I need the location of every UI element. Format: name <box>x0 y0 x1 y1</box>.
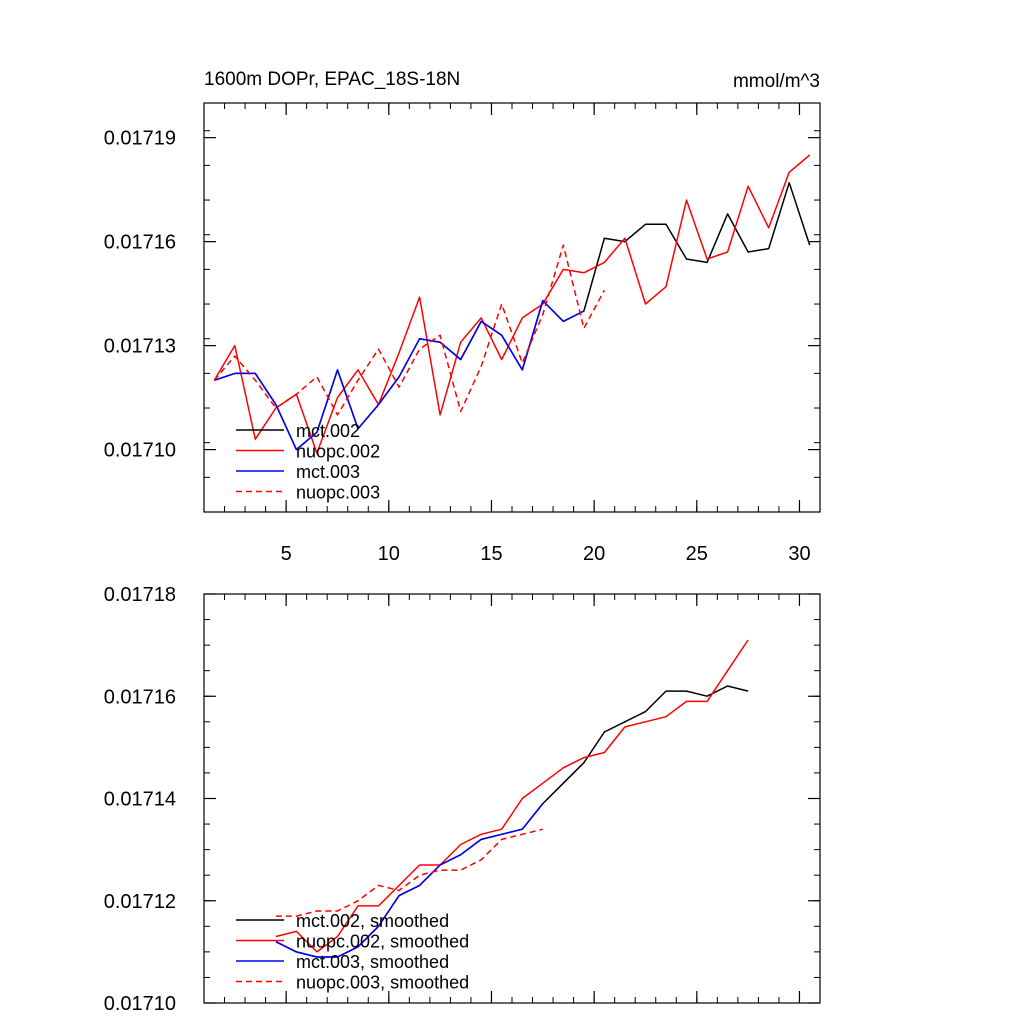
y-tick-label: 0.01712 <box>104 891 176 913</box>
series-line-nuopc-003 <box>213 244 606 416</box>
legend-label: nuopc.003, smoothed <box>296 973 469 993</box>
chart-title: 1600m DOPr, EPAC_18S-18N <box>204 69 460 90</box>
legend-label: mct.003 <box>296 462 360 482</box>
legend-label: mct.002 <box>296 421 360 441</box>
top-panel: 0.01710 0.01713 0.01716 0.01719 5 10 15 20 25 30 m… <box>104 102 821 565</box>
series-line-mct-002 <box>214 181 811 451</box>
y-tick-label: 0.01718 <box>104 584 176 606</box>
legend-label: nuopc.002, smoothed <box>296 932 469 952</box>
y-tick-label: 0.01716 <box>104 232 176 254</box>
y-tick-label: 0.01719 <box>104 128 176 150</box>
legend-label: nuopc.003 <box>296 483 380 503</box>
x-tick-label: 10 <box>378 543 400 565</box>
x-tick-label: 20 <box>583 543 605 565</box>
legend-label: nuopc.002 <box>296 442 380 462</box>
series-line-nuopc-002 <box>213 154 811 454</box>
x-tick-label: 30 <box>788 543 810 565</box>
series-line-nuopc-002-smoothed <box>275 639 749 953</box>
legend-label: mct.002, smoothed <box>296 911 449 931</box>
y-tick-label: 0.01716 <box>104 686 176 708</box>
y-tick-label: 0.01710 <box>104 993 176 1015</box>
units-label: mmol/m^3 <box>733 71 820 92</box>
series-line-nuopc-003-smoothed <box>275 828 543 917</box>
x-tick-label: 5 <box>281 543 292 565</box>
series-line-mct-003-smoothed <box>275 803 544 958</box>
series-line-mct-003 <box>214 299 585 451</box>
y-tick-label: 0.01713 <box>104 336 176 358</box>
y-tick-label: 0.01714 <box>104 789 176 811</box>
legend-label: mct.003, smoothed <box>296 952 449 972</box>
x-tick-label: 25 <box>686 543 708 565</box>
x-tick-label: 15 <box>480 543 502 565</box>
y-tick-label: 0.01710 <box>104 440 176 462</box>
bottom-panel: 0.01710 0.01712 0.01714 0.01716 0.01718 mct.0… <box>104 584 821 1015</box>
